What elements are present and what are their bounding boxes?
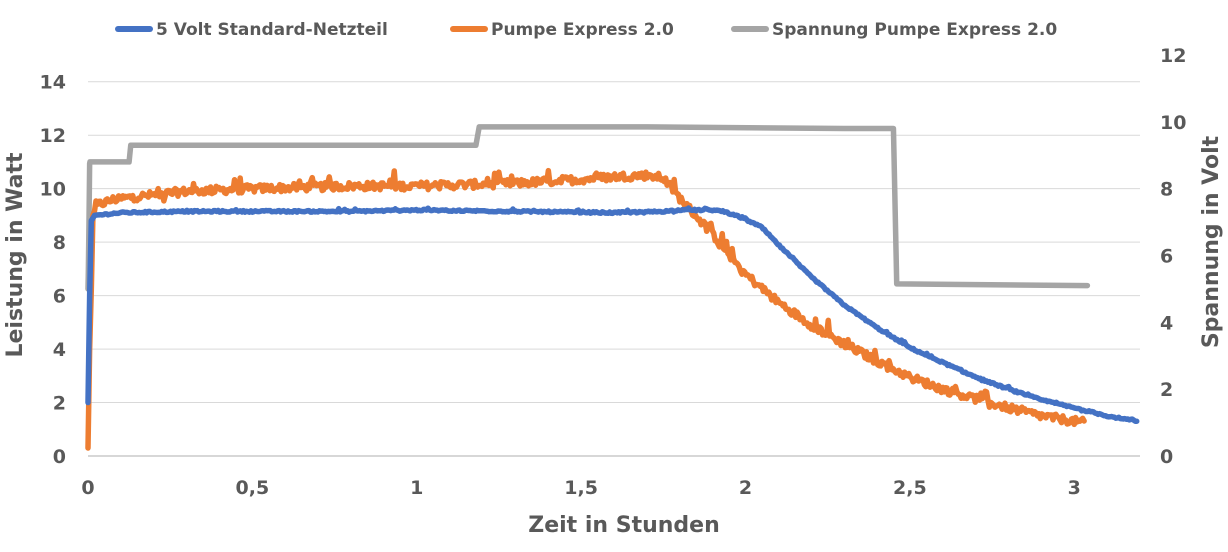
y2-tick-label: 6 bbox=[1160, 246, 1173, 268]
y-tick-label: 10 bbox=[40, 179, 66, 201]
x-tick-label: 2,5 bbox=[893, 477, 927, 499]
y-tick-labels: 0 2 4 6 8 10 12 14 bbox=[40, 72, 66, 468]
x-axis-title: Zeit in Stunden bbox=[528, 513, 719, 538]
legend: 5 Volt Standard-Netzteil Pumpe Express 2… bbox=[115, 20, 1057, 40]
y2-tick-label: 8 bbox=[1160, 179, 1173, 201]
legend-label-netzteil: 5 Volt Standard-Netzteil bbox=[156, 20, 388, 40]
series-line-spannung bbox=[85, 124, 1091, 292]
series-line-pumpe bbox=[85, 167, 1087, 451]
series-layer bbox=[85, 124, 1140, 451]
x-tick-label: 0 bbox=[81, 477, 94, 499]
y-tick-label: 12 bbox=[40, 125, 66, 147]
x-tick-label: 0,5 bbox=[236, 477, 270, 499]
legend-label-pumpe: Pumpe Express 2.0 bbox=[491, 20, 674, 40]
series-line-netzteil bbox=[85, 205, 1140, 424]
y2-tick-label: 10 bbox=[1160, 112, 1186, 134]
y-axis-title: Leistung in Watt bbox=[3, 152, 28, 358]
y-tick-label: 2 bbox=[53, 393, 66, 415]
x-tick-label: 2 bbox=[739, 477, 752, 499]
y-tick-label: 8 bbox=[53, 232, 66, 254]
y2-axis-title: Spannung in Volt bbox=[1199, 135, 1224, 348]
y-tick-label: 0 bbox=[53, 446, 66, 468]
y2-tick-labels: 0 2 4 6 8 10 12 bbox=[1160, 45, 1186, 468]
y-tick-label: 14 bbox=[40, 72, 66, 94]
x-tick-label: 1,5 bbox=[564, 477, 598, 499]
gridlines bbox=[88, 81, 1140, 404]
y-tick-label: 4 bbox=[53, 339, 66, 361]
x-tick-label: 3 bbox=[1068, 477, 1081, 499]
y2-tick-label: 12 bbox=[1160, 45, 1186, 67]
y2-tick-label: 2 bbox=[1160, 379, 1173, 401]
legend-label-spannung: Spannung Pumpe Express 2.0 bbox=[772, 20, 1057, 40]
y2-tick-label: 4 bbox=[1160, 312, 1173, 334]
x-tick-label: 1 bbox=[410, 477, 423, 499]
y-tick-label: 6 bbox=[53, 286, 66, 308]
x-tick-labels: 0 0,5 1 1,5 2 2,5 3 bbox=[81, 477, 1080, 499]
y2-tick-label: 0 bbox=[1160, 446, 1173, 468]
